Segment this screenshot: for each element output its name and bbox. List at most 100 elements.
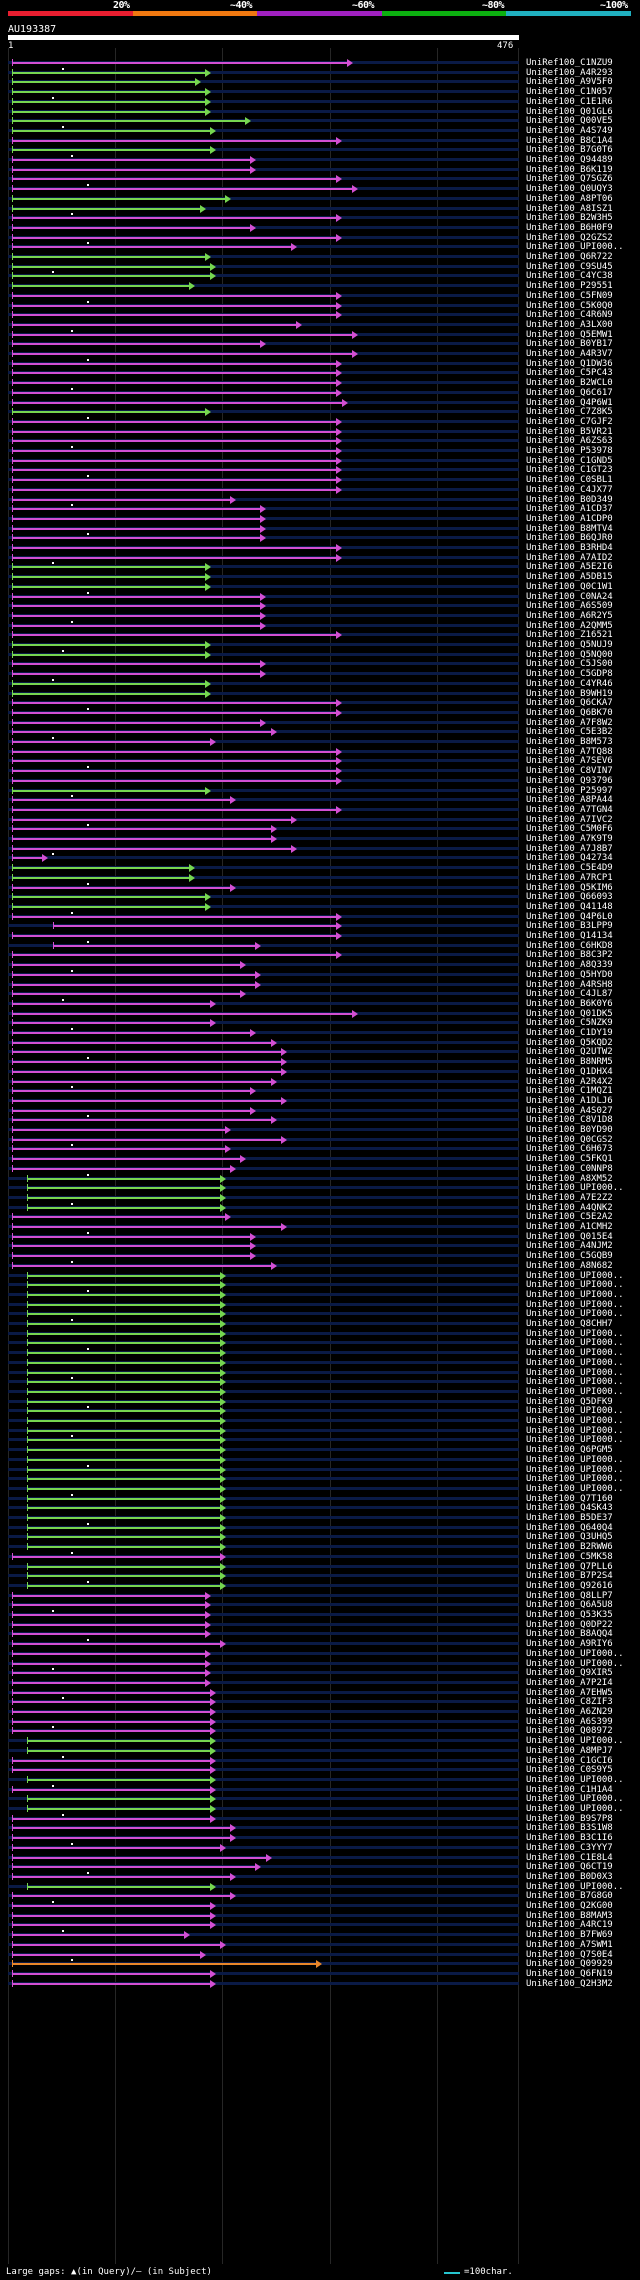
hit-alignment-line[interactable] [12,353,352,355]
hit-alignment-line[interactable] [12,721,261,724]
hit-label[interactable]: UniRef100_UPI000.. [526,1804,624,1814]
hit-alignment-line[interactable] [12,71,205,74]
hit-label[interactable]: UniRef100_A6S509 [526,601,613,612]
hit-alignment-line[interactable] [12,682,205,685]
hit-alignment-line[interactable] [52,944,256,947]
hit-label[interactable]: UniRef100_C5FKQ1 [526,1154,613,1165]
hit-alignment-line[interactable] [12,226,251,229]
hit-label[interactable]: UniRef100_A7IVC2 [526,814,613,825]
hit-label[interactable]: UniRef100_B8AQQ4 [526,1629,613,1640]
hit-alignment-line[interactable] [12,1953,200,1956]
hit-alignment-line[interactable] [12,1866,256,1869]
hit-label[interactable]: UniRef100_C5MK58 [526,1551,613,1562]
hit-alignment-line[interactable] [12,188,352,191]
hit-label[interactable]: UniRef100_UPI000.. [526,1309,624,1320]
hit-label[interactable]: UniRef100_Q7PLL6 [526,1561,613,1572]
hit-alignment-line[interactable] [12,1652,205,1655]
hit-alignment-line[interactable] [12,1914,210,1917]
hit-label[interactable]: UniRef100_A4R293 [526,67,613,78]
hit-label[interactable]: UniRef100_C4YC38 [526,271,613,282]
hit-label[interactable]: UniRef100_C5E3B2 [526,727,613,738]
hit-label[interactable]: UniRef100_C5K0Q0 [526,300,613,311]
hit-label[interactable]: UniRef100_Q5NUJ9 [526,640,613,650]
hit-alignment-line[interactable] [27,1517,220,1519]
hit-label[interactable]: UniRef100_C1N057 [526,87,613,98]
hit-alignment-line[interactable] [52,925,337,928]
hit-alignment-line[interactable] [12,420,337,423]
hit-label[interactable]: UniRef100_C1MQZ1 [526,1086,613,1097]
hit-label[interactable]: UniRef100_Q0C1W1 [526,581,613,592]
hit-label[interactable]: UniRef100_A7TQ88 [526,746,613,757]
hit-label[interactable]: UniRef100_A7SEV6 [526,756,613,767]
hit-alignment-line[interactable] [12,450,337,452]
hit-label[interactable]: UniRef100_UPI000.. [526,1464,624,1475]
hit-alignment-line[interactable] [12,867,190,870]
hit-alignment-line[interactable] [12,1099,281,1102]
hit-label[interactable]: UniRef100_A8ISZ1 [526,203,613,214]
hit-label[interactable]: UniRef100_Q01GL6 [526,106,613,117]
hit-label[interactable]: UniRef100_B8C1A4 [526,135,613,146]
hit-label[interactable]: UniRef100_A2R4X2 [526,1076,613,1087]
hit-alignment-line[interactable] [12,178,337,181]
hit-label[interactable]: UniRef100_A2QMM5 [526,620,613,631]
hit-alignment-line[interactable] [12,1070,281,1073]
hit-alignment-line[interactable] [12,1264,271,1267]
hit-label[interactable]: UniRef100_UPI000.. [526,1183,624,1194]
hit-label[interactable]: UniRef100_A4R3V7 [526,349,613,359]
hit-alignment-line[interactable] [12,760,337,763]
hit-alignment-line[interactable] [12,663,261,666]
hit-label[interactable]: UniRef100_C1H1A4 [526,1784,613,1795]
hit-alignment-line[interactable] [12,1614,205,1616]
hit-label[interactable]: UniRef100_C4JL87 [526,989,613,1000]
hit-alignment-line[interactable] [12,372,337,375]
hit-alignment-line[interactable] [12,1148,225,1151]
hit-label[interactable]: UniRef100_A8XM52 [526,1173,613,1184]
hit-alignment-line[interactable] [12,896,205,899]
hit-alignment-line[interactable] [12,430,337,433]
hit-alignment-line[interactable] [12,1167,230,1170]
hit-label[interactable]: UniRef100_Q5DFK9 [526,1396,613,1407]
hit-alignment-line[interactable] [12,343,261,346]
hit-alignment-line[interactable] [12,1972,210,1975]
hit-alignment-line[interactable] [12,1022,210,1025]
hit-label[interactable]: UniRef100_UPI000.. [526,1289,624,1300]
hit-label[interactable]: UniRef100_UPI000.. [526,1328,624,1339]
hit-alignment-line[interactable] [12,935,337,937]
hit-alignment-line[interactable] [12,1769,210,1772]
hit-label[interactable]: UniRef100_Q09929 [526,1959,613,1970]
hit-label[interactable]: UniRef100_UPI000.. [526,1386,624,1397]
hit-alignment-line[interactable] [12,314,337,317]
hit-label[interactable]: UniRef100_P29551 [526,281,613,292]
hit-label[interactable]: UniRef100_C0S9Y5 [526,1765,613,1776]
hit-alignment-line[interactable] [12,1032,251,1034]
hit-alignment-line[interactable] [27,1749,210,1752]
hit-label[interactable]: UniRef100_Q66093 [526,892,613,903]
hit-alignment-line[interactable] [12,808,337,811]
hit-label[interactable]: UniRef100_A7RCP1 [526,872,613,883]
hit-alignment-line[interactable] [12,711,337,714]
hit-label[interactable]: UniRef100_UPI000.. [526,1280,624,1291]
hit-label[interactable]: UniRef100_Q6PGM5 [526,1445,613,1456]
hit-alignment-line[interactable] [12,1604,205,1607]
hit-label[interactable]: UniRef100_C8VIN7 [526,766,613,777]
hit-label[interactable]: UniRef100_UPI000.. [526,1474,624,1485]
hit-alignment-line[interactable] [27,1526,220,1529]
hit-label[interactable]: UniRef100_P53978 [526,446,613,456]
hit-alignment-line[interactable] [12,838,271,840]
hit-label[interactable]: UniRef100_B8MAM3 [526,1910,613,1921]
hit-alignment-line[interactable] [12,731,271,734]
hit-label[interactable]: UniRef100_A1CMH2 [526,1222,613,1232]
hit-alignment-line[interactable] [27,1342,220,1345]
hit-label[interactable]: UniRef100_A5E2I6 [526,562,613,573]
hit-label[interactable]: UniRef100_C5GQB9 [526,1251,613,1262]
hit-alignment-line[interactable] [12,1158,241,1161]
hit-label[interactable]: UniRef100_Q5HYD0 [526,969,613,980]
hit-label[interactable]: UniRef100_Q2KG00 [526,1901,613,1911]
hit-label[interactable]: UniRef100_A1DLJ6 [526,1095,613,1106]
hit-label[interactable]: UniRef100_A5DB15 [526,572,613,583]
hit-label[interactable]: UniRef100_B7P2S4 [526,1571,613,1582]
hit-label[interactable]: UniRef100_Q640Q4 [526,1522,613,1533]
hit-alignment-line[interactable] [12,1080,271,1083]
hit-alignment-line[interactable] [12,1875,230,1878]
hit-alignment-line[interactable] [27,1546,220,1549]
